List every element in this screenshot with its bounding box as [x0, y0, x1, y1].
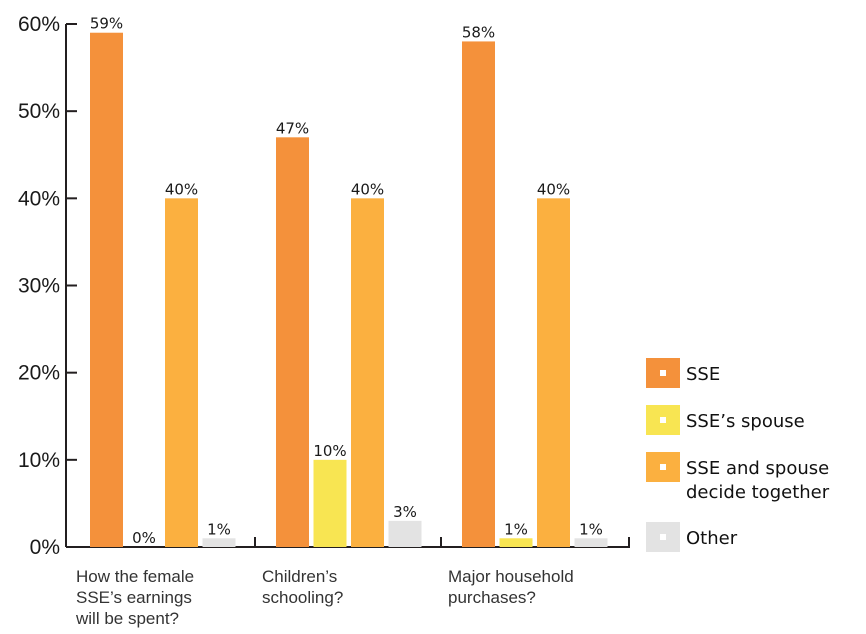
y-tick-label: 50%	[18, 100, 60, 123]
legend-label-line: SSE and spouse	[686, 458, 829, 479]
legend-swatch-marker	[660, 534, 666, 540]
data-label: 0%	[132, 529, 156, 547]
bar	[462, 41, 495, 547]
bar	[388, 520, 422, 547]
y-tick-label: 30%	[18, 275, 60, 298]
legend-label-line: Other	[686, 528, 738, 549]
category-label-line: purchases?	[448, 588, 536, 607]
bar	[537, 198, 570, 548]
data-label: 1%	[579, 520, 603, 538]
bar	[165, 198, 198, 548]
data-label: 40%	[165, 180, 198, 198]
y-tick-label: 60%	[18, 13, 60, 36]
y-tick-label: 10%	[18, 449, 60, 472]
data-label: 1%	[504, 520, 528, 538]
data-label: 10%	[313, 442, 346, 460]
y-axis: 0% 10% 20% 30% 40% 50% 60%	[18, 13, 77, 559]
category-label-line: schooling?	[262, 588, 343, 607]
legend: SSE SSE’s spouse SSE and spouse decide toge…	[646, 358, 830, 552]
category-labels: How the female SSE’s earnings will be spen…	[75, 567, 574, 628]
legend-label: SSE	[686, 364, 720, 385]
y-tick-label: 20%	[18, 362, 60, 385]
category-label: Children’s schooling?	[262, 567, 343, 607]
x-axis	[66, 537, 630, 548]
y-tick-label: 0%	[30, 536, 60, 559]
data-label: 3%	[393, 503, 417, 521]
category-label: Major household purchases?	[448, 567, 574, 607]
category-label-line: will be spent?	[75, 609, 179, 628]
legend-label: SSE and spouse decide together	[686, 458, 830, 503]
data-label: 1%	[207, 520, 231, 538]
data-label: 59%	[90, 15, 123, 33]
category-label-line: SSE’s earnings	[76, 588, 192, 607]
data-label: 47%	[276, 119, 309, 137]
legend-label: Other	[686, 528, 738, 549]
data-label: 40%	[351, 180, 384, 198]
bar	[313, 459, 347, 547]
bar	[202, 538, 236, 547]
legend-swatch-marker	[660, 464, 666, 470]
category-label-line: Children’s	[262, 567, 337, 586]
legend-label-line: SSE	[686, 364, 720, 385]
data-label: 40%	[537, 180, 570, 198]
y-tick-label: 40%	[18, 187, 60, 210]
legend-label-line: decide together	[686, 482, 830, 503]
legend-label-line: SSE’s spouse	[686, 411, 805, 432]
category-label-line: Major household	[448, 567, 574, 586]
bar	[351, 198, 384, 548]
bar	[90, 32, 123, 547]
data-labels: 59% 0% 40% 1% 47% 10% 40% 3% 58% 1% 40% 1%	[90, 15, 603, 547]
bar	[499, 538, 533, 547]
bar	[574, 538, 608, 547]
legend-swatch-marker	[660, 370, 666, 376]
legend-swatch-marker	[660, 417, 666, 423]
bar	[276, 137, 309, 548]
bars	[90, 32, 608, 548]
category-label: How the female SSE’s earnings will be spen…	[75, 567, 194, 628]
legend-label: SSE’s spouse	[686, 411, 805, 432]
category-label-line: How the female	[76, 567, 194, 586]
data-label: 58%	[462, 23, 495, 41]
